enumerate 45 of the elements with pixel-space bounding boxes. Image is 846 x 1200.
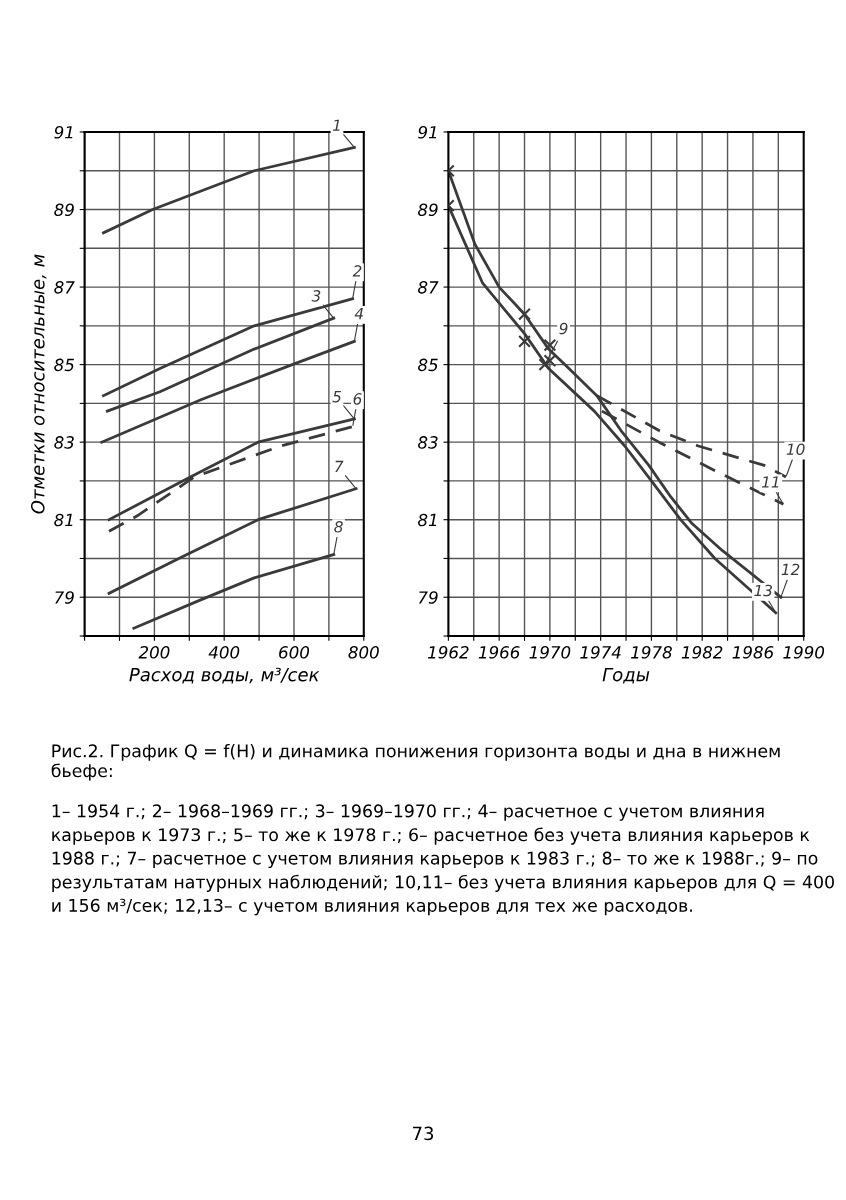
text: 1– 1954 г.; 2– 1968–1969 гг.; 3– 1969–1970 гг.; 4– расчетное с учетом влияния карьеров к 1973 г.; 5– то же к 1978 г.; 6– расчетное без учета влияния карьеров к 1988 г.; 7– расчетное с учетом влияния карьеров к 1983 г.; 8– то же к 1988г.; 9– по результатам натурных наблюдений; 10,11– без учета влияния карьеров для Q = 400 и 156 м³/сек; 12,13– с учетом влияния карьеров для тех же расходов. bbox=[52, 804, 834, 916]
y-tick-label: 81 bbox=[418, 513, 437, 527]
series-label: 8 bbox=[334, 521, 343, 533]
y-tick-label: 89 bbox=[54, 203, 74, 217]
y-tick-label: 85 bbox=[418, 358, 438, 372]
y-tick-label: 87 bbox=[418, 281, 439, 294]
x-tick-label: 1970 bbox=[529, 646, 571, 659]
series-label: 12 bbox=[781, 563, 800, 576]
y-tick-label: 83 bbox=[54, 436, 74, 449]
series-label: 10 bbox=[786, 443, 805, 456]
series-label: 5 bbox=[332, 391, 342, 403]
x-axis-title: Годы bbox=[602, 667, 650, 684]
y-tick-label: 91 bbox=[54, 125, 73, 139]
series-label: 9 bbox=[559, 322, 568, 335]
x-tick-label: 800 bbox=[348, 646, 379, 659]
x-tick-label: 200 bbox=[138, 646, 170, 659]
x-tick-label: 1982 bbox=[681, 646, 723, 659]
x-tick-label: 1962 bbox=[427, 646, 469, 659]
y-tick-label: 89 bbox=[418, 203, 438, 217]
y-tick-label: 85 bbox=[54, 358, 74, 372]
text: 73 bbox=[412, 1126, 434, 1141]
series-label: 1 bbox=[332, 119, 340, 131]
series-label: 7 bbox=[335, 460, 344, 473]
series-label: 2 bbox=[352, 265, 362, 277]
x-tick-label: 1974 bbox=[580, 646, 621, 659]
x-tick-label: 400 bbox=[208, 646, 240, 659]
x-axis-title: Расход воды, м³/сек bbox=[129, 667, 320, 684]
text: Рис.2. График Q = f(H) и динамика понижения горизонта воды и дна в нижнем бьефе: bbox=[51, 744, 780, 781]
series-label: 4 bbox=[354, 307, 363, 320]
series-label: 11 bbox=[761, 476, 779, 488]
x-tick-label: 1986 bbox=[732, 646, 774, 659]
x-tick-label: 1990 bbox=[783, 646, 825, 659]
series-label: 13 bbox=[754, 584, 773, 597]
x-tick-label: 600 bbox=[279, 646, 310, 659]
series-label: 3 bbox=[311, 290, 321, 302]
y-tick-label: 79 bbox=[419, 591, 438, 604]
y-tick-label: 83 bbox=[418, 436, 438, 449]
y-tick-label: 91 bbox=[418, 125, 437, 139]
y-tick-label: 81 bbox=[54, 513, 73, 527]
x-tick-label: 1966 bbox=[478, 646, 520, 659]
y-tick-label: 87 bbox=[54, 281, 75, 294]
y-axis-title: Отметки относительные, м bbox=[30, 254, 47, 514]
x-tick-label: 1978 bbox=[631, 646, 672, 659]
y-tick-label: 79 bbox=[55, 591, 74, 604]
series-label: 6 bbox=[353, 393, 362, 405]
